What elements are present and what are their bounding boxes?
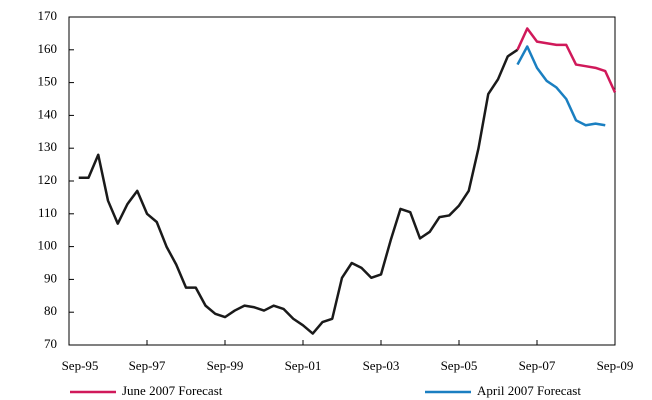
y-tick-label: 120 <box>38 172 58 187</box>
y-tick-label: 110 <box>38 205 57 220</box>
x-tick-label: Sep-03 <box>363 358 400 373</box>
plot-frame <box>68 16 616 346</box>
y-tick-label: 170 <box>38 8 58 23</box>
y-tick-label: 160 <box>38 41 58 56</box>
x-tick-label: Sep-01 <box>285 358 322 373</box>
y-tick-label: 100 <box>38 238 58 253</box>
x-tick-label: Sep-05 <box>441 358 478 373</box>
y-tick-label: 150 <box>38 74 58 89</box>
x-tick-label: Sep-09 <box>597 358 634 373</box>
x-tick-label: Sep-99 <box>207 358 244 373</box>
legend-label: April 2007 Forecast <box>477 383 581 398</box>
series-line <box>516 27 617 93</box>
x-tick-label: Sep-97 <box>129 358 166 373</box>
x-tick-label: Sep-07 <box>519 358 556 373</box>
y-tick-label: 140 <box>38 106 58 121</box>
x-tick-label: Sep-95 <box>62 358 99 373</box>
legend-label: June 2007 Forecast <box>122 383 223 398</box>
y-tick-label: 130 <box>38 139 58 154</box>
y-tick-label: 70 <box>44 336 57 351</box>
series-line <box>78 48 519 335</box>
y-tick-label: 80 <box>44 303 57 318</box>
series-line <box>516 45 606 127</box>
y-tick-label: 90 <box>44 270 57 285</box>
